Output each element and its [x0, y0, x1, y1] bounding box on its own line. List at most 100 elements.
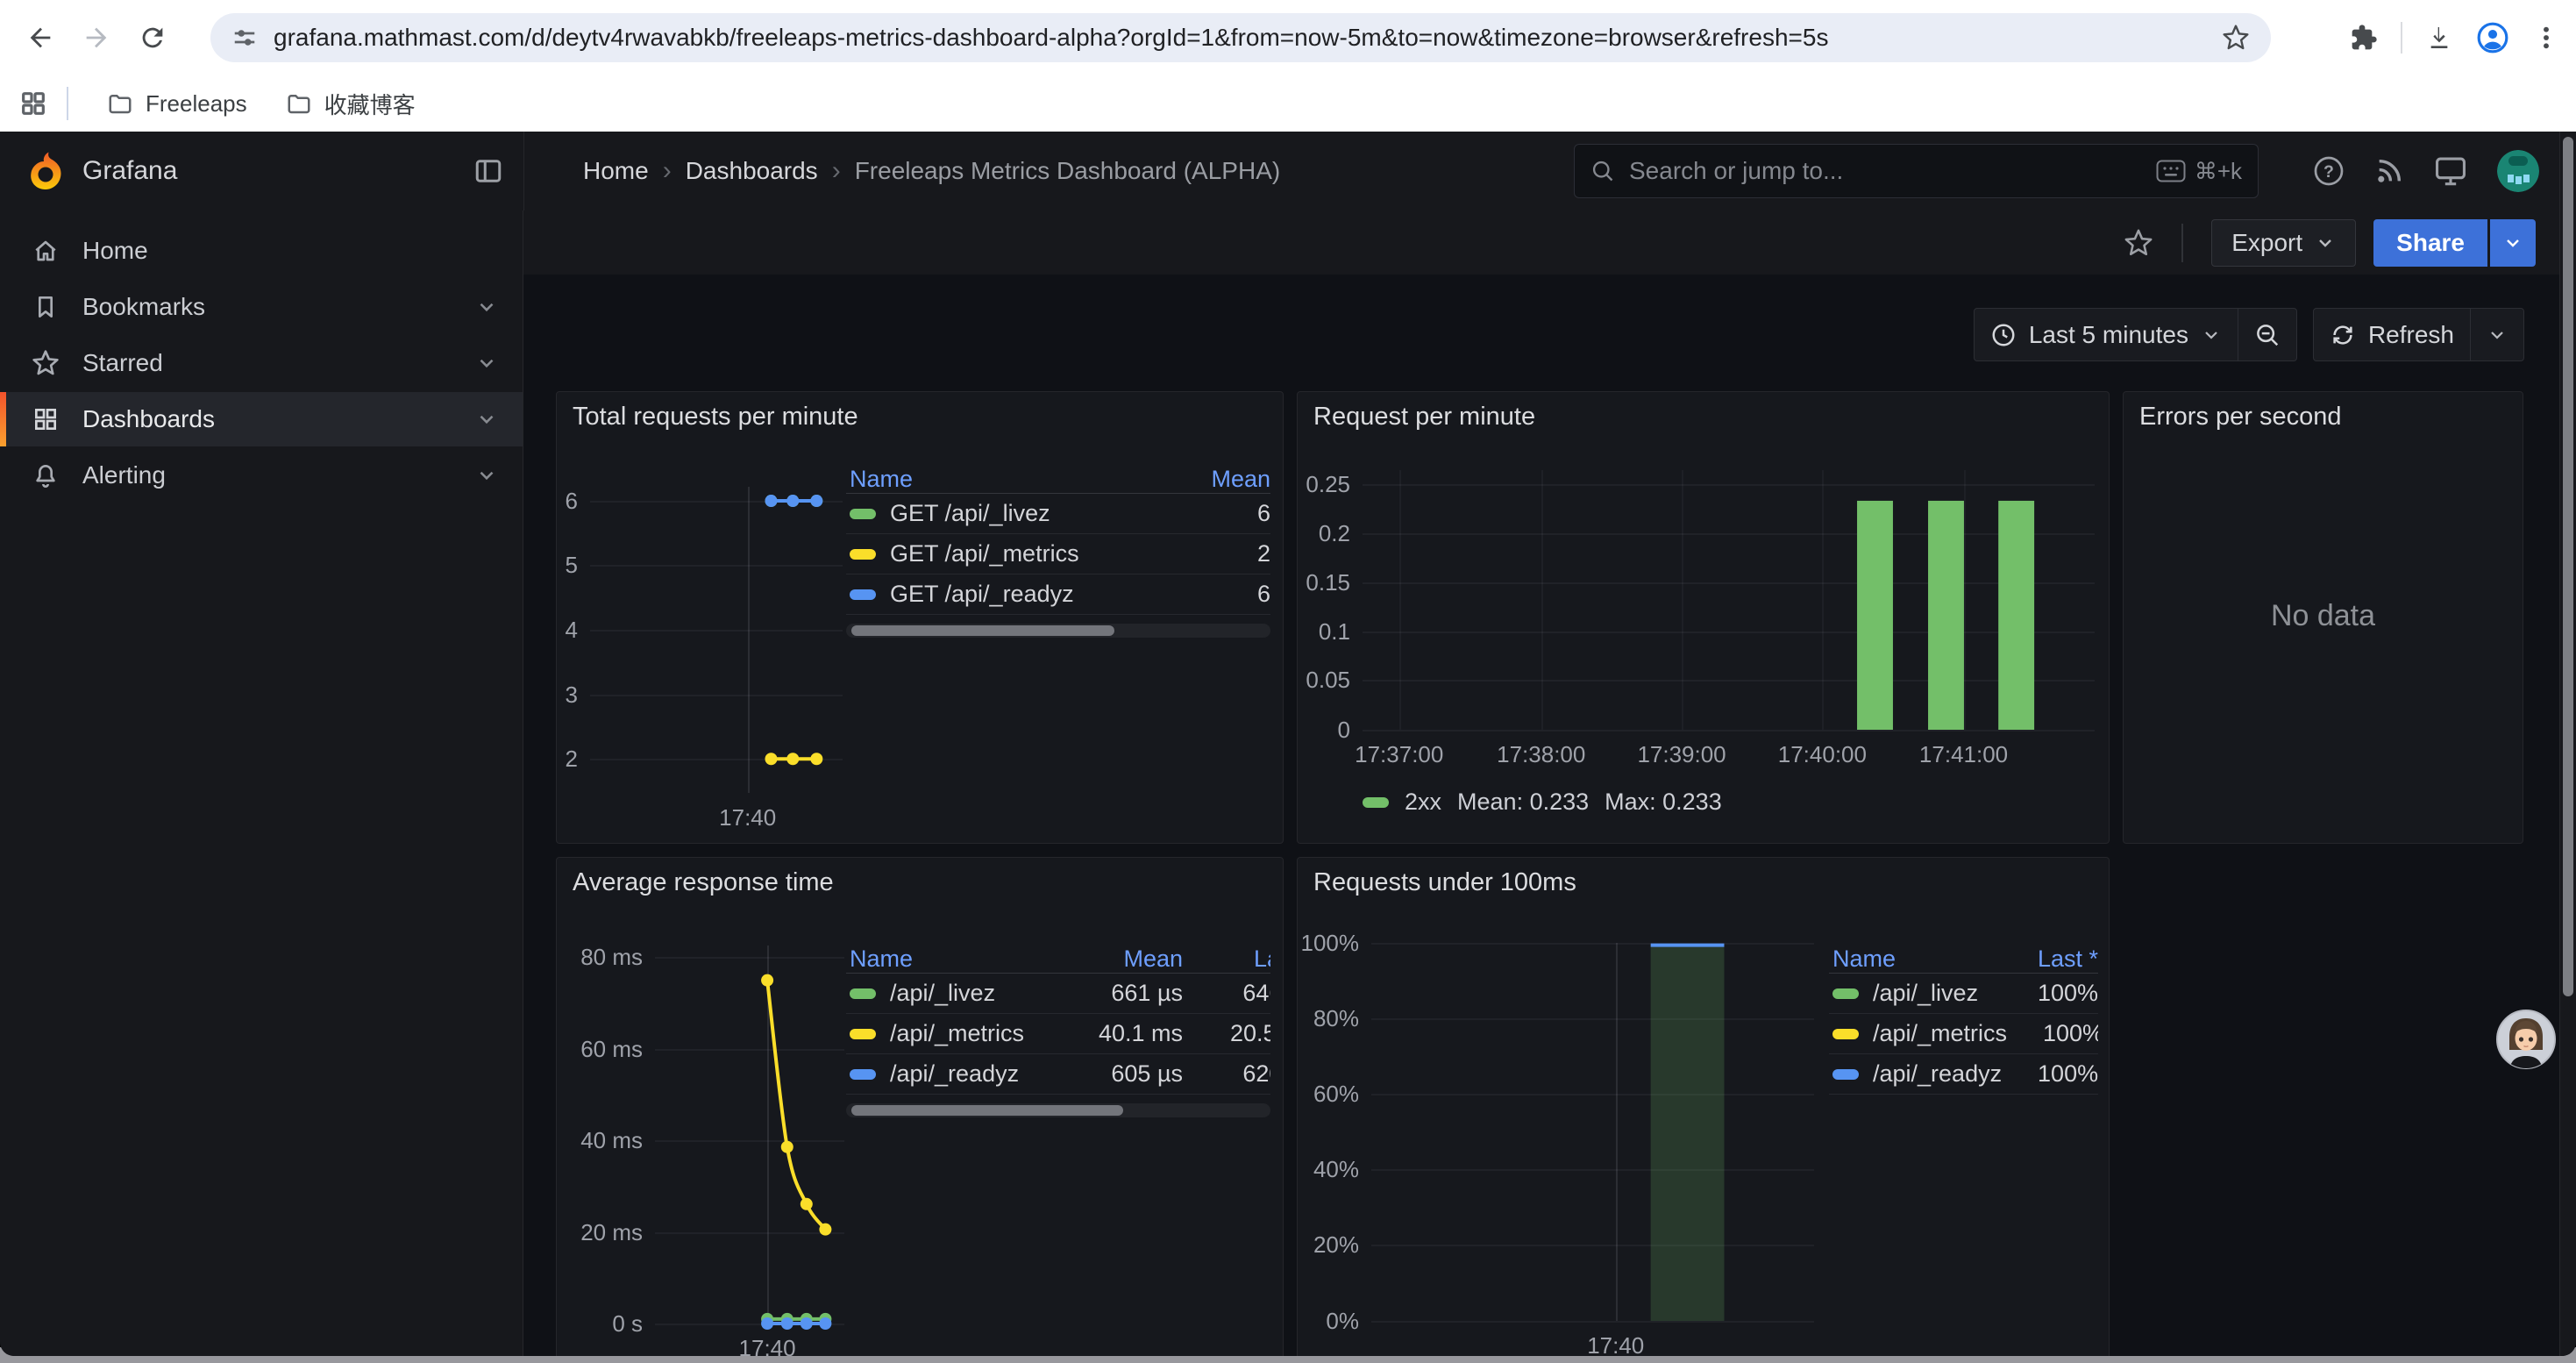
y-tick-label: 20 ms [557, 1218, 643, 1246]
actions-divider [2181, 224, 2183, 262]
bookmark-folder-freeleaps[interactable]: Freeleaps [107, 90, 247, 118]
legend-scrollbar-thumb[interactable] [851, 625, 1114, 636]
breadcrumb-home[interactable]: Home [583, 157, 649, 185]
refresh-button[interactable]: Refresh [2314, 309, 2470, 360]
y-tick-label: 5 [557, 551, 578, 579]
page-scrollbar[interactable] [2559, 132, 2576, 1356]
bookmark-folder-blogs[interactable]: 收藏博客 [286, 88, 416, 120]
display-icon[interactable] [2434, 156, 2467, 186]
share-button[interactable]: Share [2373, 219, 2487, 267]
legend-row[interactable]: GET /api/_livez6 [846, 494, 1270, 534]
series-name[interactable]: 2xx [1405, 789, 1441, 816]
chevron-down-icon[interactable] [475, 408, 498, 431]
legend-column-header[interactable]: Name [846, 946, 1076, 973]
refresh-interval-button[interactable] [2471, 309, 2523, 360]
forward-icon [82, 23, 111, 53]
series-color-swatch [1832, 1029, 1859, 1039]
series-name[interactable]: GET /api/_readyz [890, 581, 1074, 608]
legend-row[interactable]: /api/_livez661 µs646 µs [846, 974, 1270, 1014]
y-tick-label: 80% [1298, 1004, 1359, 1032]
assistant-avatar[interactable] [2496, 1010, 2556, 1069]
panel-requests-under-100ms: Requests under 100ms 100%80%60%40%20%0%1… [1297, 857, 2110, 1356]
panel-title[interactable]: Errors per second [2139, 403, 2342, 432]
series-name[interactable]: /api/_metrics [1873, 1020, 2007, 1047]
series-name[interactable]: GET /api/_metrics [890, 540, 1079, 567]
time-range-picker[interactable]: Last 5 minutes [1975, 309, 2238, 360]
series-name[interactable]: /api/_livez [1873, 980, 1978, 1007]
url-text[interactable]: grafana.mathmast.com/d/deytv4rwavabkb/fr… [274, 24, 2222, 52]
breadcrumb-dashboards[interactable]: Dashboards [686, 157, 818, 185]
sidebar-item-label: Bookmarks [82, 293, 523, 321]
legend-column-header[interactable]: Last * [1183, 946, 1270, 973]
legend-scrollbar[interactable] [846, 1103, 1270, 1117]
legend-row[interactable]: /api/_livez100% [1829, 974, 2098, 1014]
legend-value: 100% [2007, 1020, 2098, 1047]
downloads-icon[interactable] [2425, 24, 2453, 52]
legend-scrollbar-thumb[interactable] [851, 1105, 1123, 1116]
legend-column-header[interactable]: Name [846, 466, 1183, 493]
legend-column-header[interactable]: Name [1829, 946, 2002, 973]
legend-value: 605 µs [1076, 1060, 1183, 1088]
user-avatar[interactable] [2497, 150, 2539, 192]
legend-value: 20.5 ms [1183, 1020, 1270, 1047]
legend-row[interactable]: /api/_readyz100% [1829, 1054, 2098, 1095]
series-color-swatch [850, 509, 876, 519]
legend-row[interactable]: /api/_metrics100% [1829, 1014, 2098, 1054]
series-name[interactable]: /api/_livez [890, 980, 995, 1007]
profile-icon[interactable] [2476, 21, 2509, 54]
sidebar-toggle-icon[interactable] [473, 155, 504, 187]
sidebar-item-bookmarks[interactable]: Bookmarks [0, 280, 523, 334]
search-box[interactable]: ⌘+k [1574, 144, 2259, 198]
sidebar-item-alerting[interactable]: Alerting [0, 448, 523, 503]
bookmark-star-icon[interactable] [2222, 24, 2250, 52]
chevron-down-icon [2502, 232, 2523, 253]
series-name[interactable]: GET /api/_livez [890, 500, 1050, 527]
series-name[interactable]: /api/_metrics [890, 1020, 1024, 1047]
reload-button[interactable] [125, 10, 181, 66]
series-name[interactable]: /api/_readyz [1873, 1060, 2002, 1088]
sidebar-item-starred[interactable]: Starred [0, 336, 523, 390]
back-button[interactable] [12, 10, 68, 66]
toolbar-divider [2401, 22, 2402, 54]
scrollbar-thumb[interactable] [2563, 137, 2573, 996]
grafana-logo[interactable] [25, 150, 67, 192]
gridline-horizontal [1371, 1321, 1814, 1323]
breadcrumb-separator: › [832, 156, 841, 186]
menu-kebab-icon[interactable] [2532, 24, 2560, 52]
extensions-icon[interactable] [2350, 24, 2378, 52]
share-menu-button[interactable] [2490, 219, 2536, 267]
legend-value: 646 µs [1183, 980, 1270, 1007]
series-point [761, 974, 773, 987]
sidebar-item-label: Dashboards [82, 405, 523, 433]
forward-button[interactable] [68, 10, 125, 66]
chevron-down-icon[interactable] [475, 296, 498, 318]
series-name[interactable]: /api/_readyz [890, 1060, 1019, 1088]
sidebar-item-dashboards[interactable]: Dashboards [0, 392, 523, 446]
search-input[interactable] [1627, 156, 2156, 186]
help-icon[interactable]: ? [2313, 155, 2345, 187]
zoom-out-button[interactable] [2238, 309, 2296, 360]
legend-row[interactable]: GET /api/_readyz6 [846, 574, 1270, 615]
apps-grid-icon[interactable] [19, 89, 47, 118]
time-controls: Last 5 minutes Refresh [1974, 308, 2524, 361]
legend-row[interactable]: /api/_readyz605 µs620 µs [846, 1054, 1270, 1095]
legend-inline[interactable]: 2xx Mean: 0.233 Max: 0.233 [1363, 789, 1722, 816]
chevron-down-icon[interactable] [475, 352, 498, 375]
legend-row[interactable]: GET /api/_metrics2 [846, 534, 1270, 574]
chevron-down-icon [2487, 325, 2508, 346]
series-color-swatch [850, 589, 876, 600]
favorite-star-icon[interactable] [2124, 228, 2153, 258]
address-bar[interactable]: grafana.mathmast.com/d/deytv4rwavabkb/fr… [210, 13, 2271, 62]
area-fill [1651, 946, 1725, 1321]
legend-column-header[interactable]: Last * [2002, 946, 2098, 973]
export-button[interactable]: Export [2211, 219, 2356, 267]
browser-actions [2350, 0, 2560, 75]
news-rss-icon[interactable] [2374, 156, 2404, 186]
legend-column-header[interactable]: Mean [1076, 946, 1183, 973]
legend-scrollbar[interactable] [846, 624, 1270, 638]
legend-row[interactable]: /api/_metrics40.1 ms20.5 ms [846, 1014, 1270, 1054]
legend-column-header[interactable]: Mean [1183, 466, 1270, 493]
sidebar-item-home[interactable]: Home [0, 224, 523, 278]
chevron-down-icon[interactable] [475, 464, 498, 487]
site-info-icon[interactable] [231, 25, 258, 51]
